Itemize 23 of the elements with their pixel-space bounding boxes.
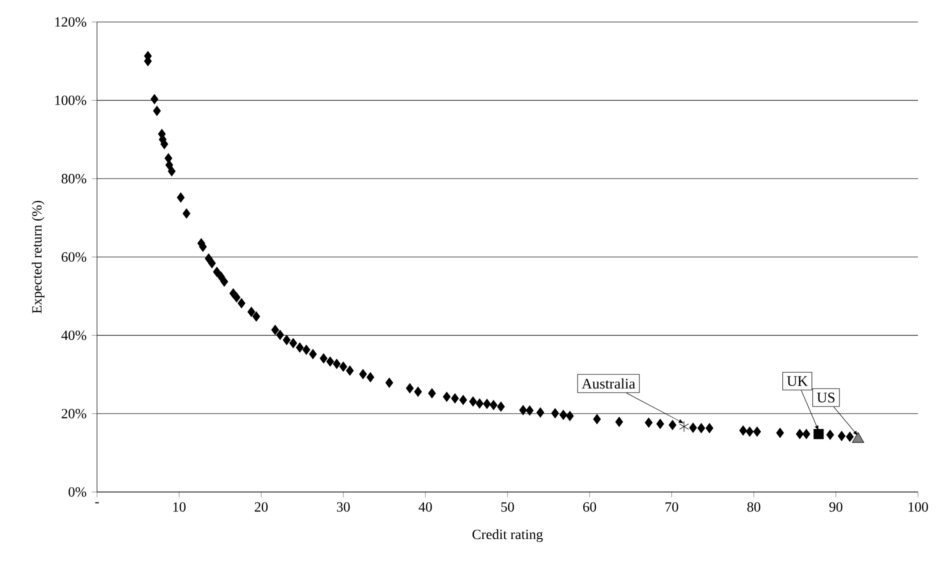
x-tick-label: 20 [254, 502, 268, 512]
x-tick-label: 40 [418, 502, 432, 512]
x-tick-label: 10 [173, 502, 186, 512]
x-tick-label: 30 [336, 502, 350, 512]
x-tick-label: 90 [829, 502, 842, 512]
x-tick-label: 80 [747, 502, 760, 512]
y-axis-title: Expected return (%) [32, 200, 44, 314]
y-tick-label: 0% [68, 487, 86, 497]
y-tick-label: 20% [62, 408, 86, 418]
annotation: UK [787, 376, 808, 386]
y-tick-label: 120% [55, 17, 86, 27]
x-tick-label: - [95, 502, 99, 504]
x-tick-label: 100 [908, 502, 928, 512]
y-tick-label: 40% [61, 330, 86, 340]
x-tick-label: 50 [501, 502, 514, 512]
x-tick-label: 70 [666, 502, 678, 512]
y-tick-label: 60% [62, 252, 86, 262]
annotation: US [816, 392, 834, 403]
x-tick-label: 60 [583, 502, 596, 512]
y-tick-label: 100% [55, 96, 86, 106]
annotation: Australia [582, 378, 636, 389]
y-tick-label: 80% [62, 174, 86, 184]
x-axis-title: Credit rating [472, 529, 543, 542]
